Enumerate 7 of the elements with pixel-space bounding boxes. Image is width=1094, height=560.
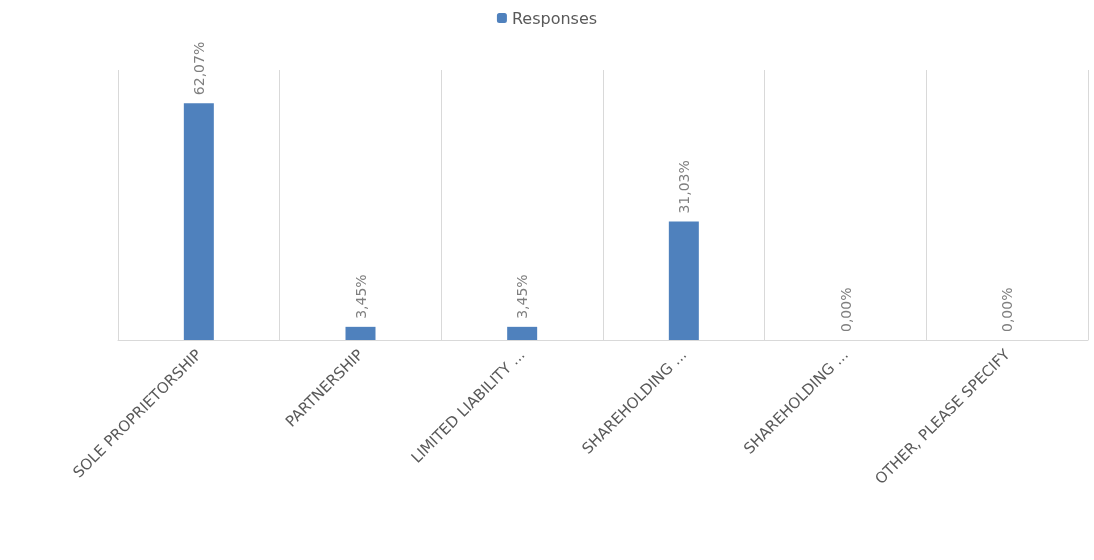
data-label: 0,00% [837, 287, 854, 332]
data-label: 3,45% [352, 274, 369, 319]
legend-label: Responses [511, 8, 598, 28]
data-label: 3,45% [514, 274, 531, 319]
data-label: 31,03% [675, 160, 692, 214]
data-label: 62,07% [190, 41, 207, 96]
data-label: 0,00% [999, 287, 1016, 332]
